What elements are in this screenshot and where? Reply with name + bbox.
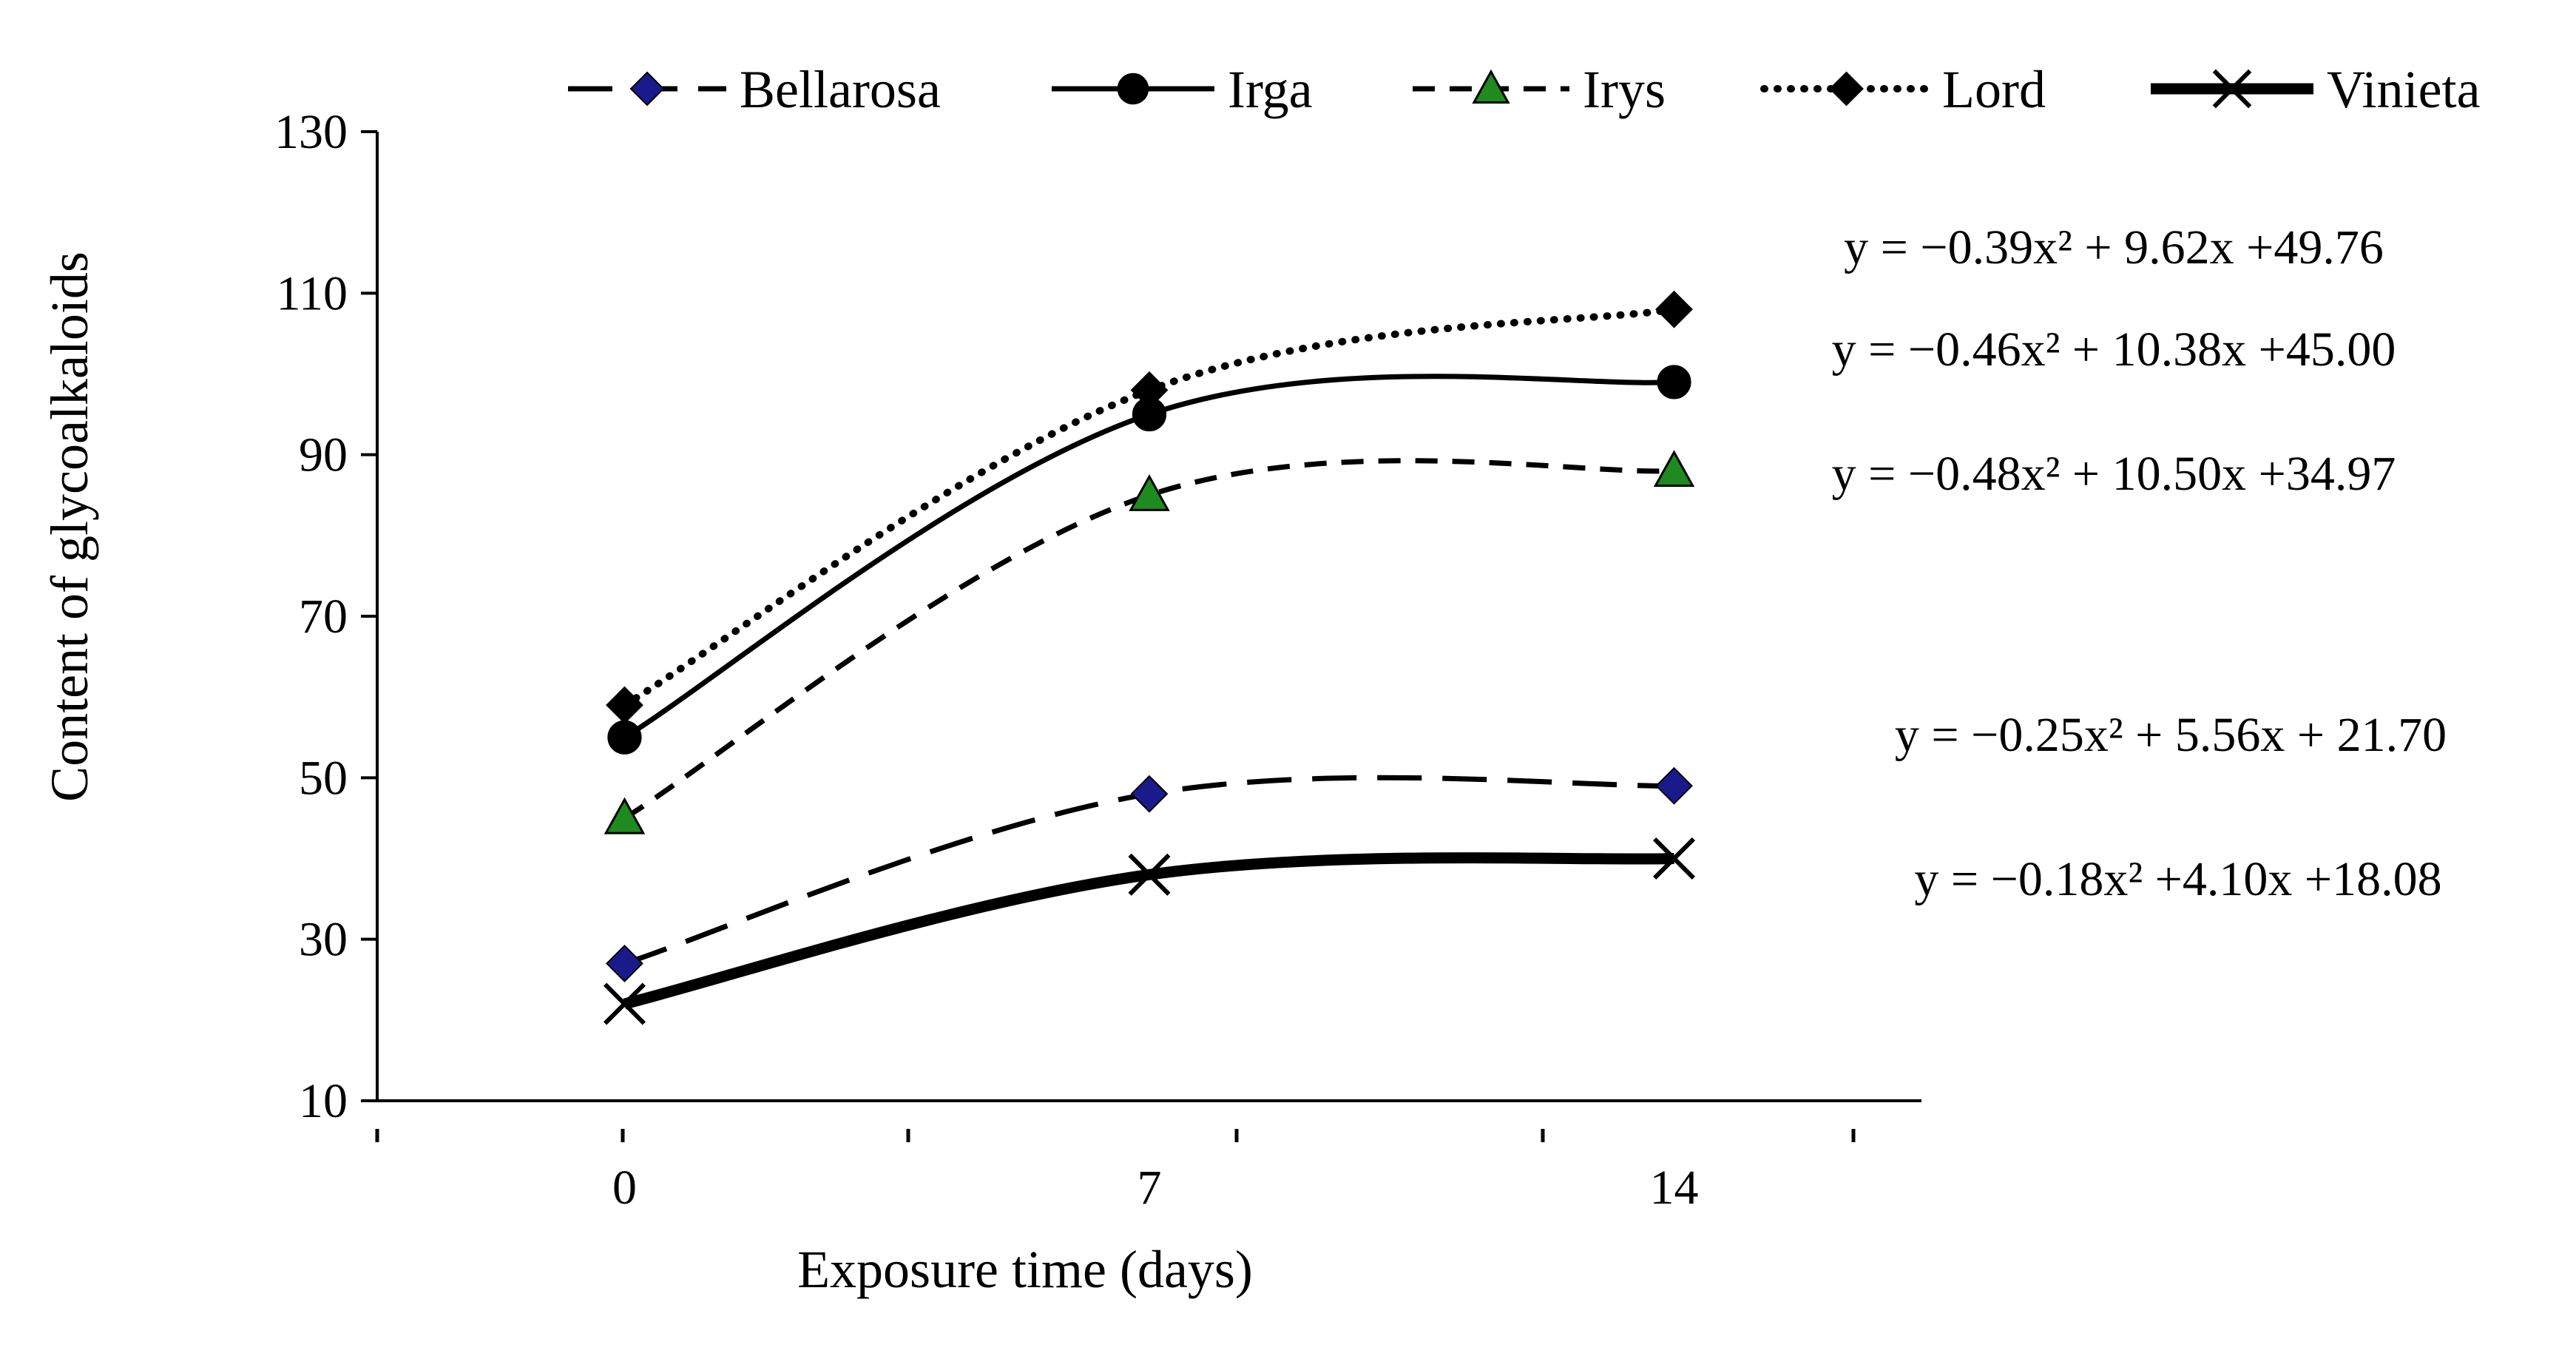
data-point-bellarosa	[1655, 766, 1693, 805]
legend-label-irys: Irys	[1583, 60, 1666, 119]
x-axis-title: Exposure time (days)	[797, 1240, 1253, 1299]
y-tick-label: 110	[276, 266, 348, 320]
equation-lord: y = −0.39x² + 9.62x +49.76	[1844, 220, 2384, 274]
data-point-irga	[1657, 365, 1691, 399]
series-line-irys	[623, 458, 1674, 820]
data-point-bellarosa	[1130, 775, 1169, 813]
legend: Bellarosa Irga Irys Lord Vinieta	[568, 60, 2481, 119]
y-tick-label: 50	[299, 751, 348, 805]
data-point-lord	[1130, 371, 1169, 409]
axes: 10 30 50 70 90 110 130 0 7 14	[274, 105, 1921, 1215]
data-point-vinieta	[1652, 837, 1696, 880]
y-tick-label: 70	[299, 590, 348, 644]
data-point-irys	[1129, 473, 1170, 511]
equation-irga: y = −0.46x² + 10.38x +45.00	[1832, 323, 2396, 377]
data-point-irys	[604, 797, 646, 834]
y-tick-label: 130	[274, 105, 348, 159]
equation-bellarosa: y = −0.25x² + 5.56x + 21.70	[1895, 708, 2447, 762]
series-line-vinieta	[623, 852, 1674, 1010]
y-axis-title: Content of glycoalkaloids	[40, 252, 99, 802]
data-point-vinieta	[603, 982, 646, 1025]
x-tick-label: 0	[612, 1161, 637, 1215]
legend-label-vinieta: Vinieta	[2327, 60, 2481, 119]
trendline-equations: y = −0.25x² + 5.56x + 21.70 y = −0.46x² +…	[1832, 220, 2447, 906]
x-tick-label: 14	[1650, 1161, 1699, 1215]
legend-marker-vinieta	[2212, 69, 2252, 109]
data-point-vinieta	[1128, 853, 1171, 896]
y-tick-label: 30	[299, 913, 348, 967]
x-marker-stroke	[1128, 853, 1171, 896]
legend-marker-irga	[1117, 72, 1149, 105]
x-marker-stroke	[1652, 837, 1696, 880]
y-tick-label: 10	[299, 1074, 348, 1128]
legend-label-bellarosa: Bellarosa	[740, 60, 941, 119]
legend-label-lord: Lord	[1942, 60, 2046, 119]
x-marker-stroke	[2212, 69, 2252, 109]
x-marker-stroke	[603, 982, 646, 1025]
equation-irys: y = −0.48x² + 10.50x +34.97	[1832, 447, 2396, 501]
y-tick-label: 90	[299, 428, 348, 482]
legend-label-irga: Irga	[1228, 60, 1313, 119]
data-point-irga	[607, 720, 642, 755]
legend-marker-bellarosa	[629, 71, 665, 107]
legend-marker-lord	[1829, 71, 1864, 107]
equation-vinieta: y = −0.18x² +4.10x +18.08	[1914, 852, 2441, 906]
series-markers	[603, 290, 1696, 1025]
data-point-bellarosa	[606, 945, 643, 982]
data-point-lord	[606, 686, 643, 724]
legend-marker-irys	[1472, 69, 1510, 104]
data-point-lord	[1655, 290, 1693, 328]
data-point-irys	[1653, 450, 1695, 488]
x-tick-label: 7	[1137, 1161, 1162, 1215]
